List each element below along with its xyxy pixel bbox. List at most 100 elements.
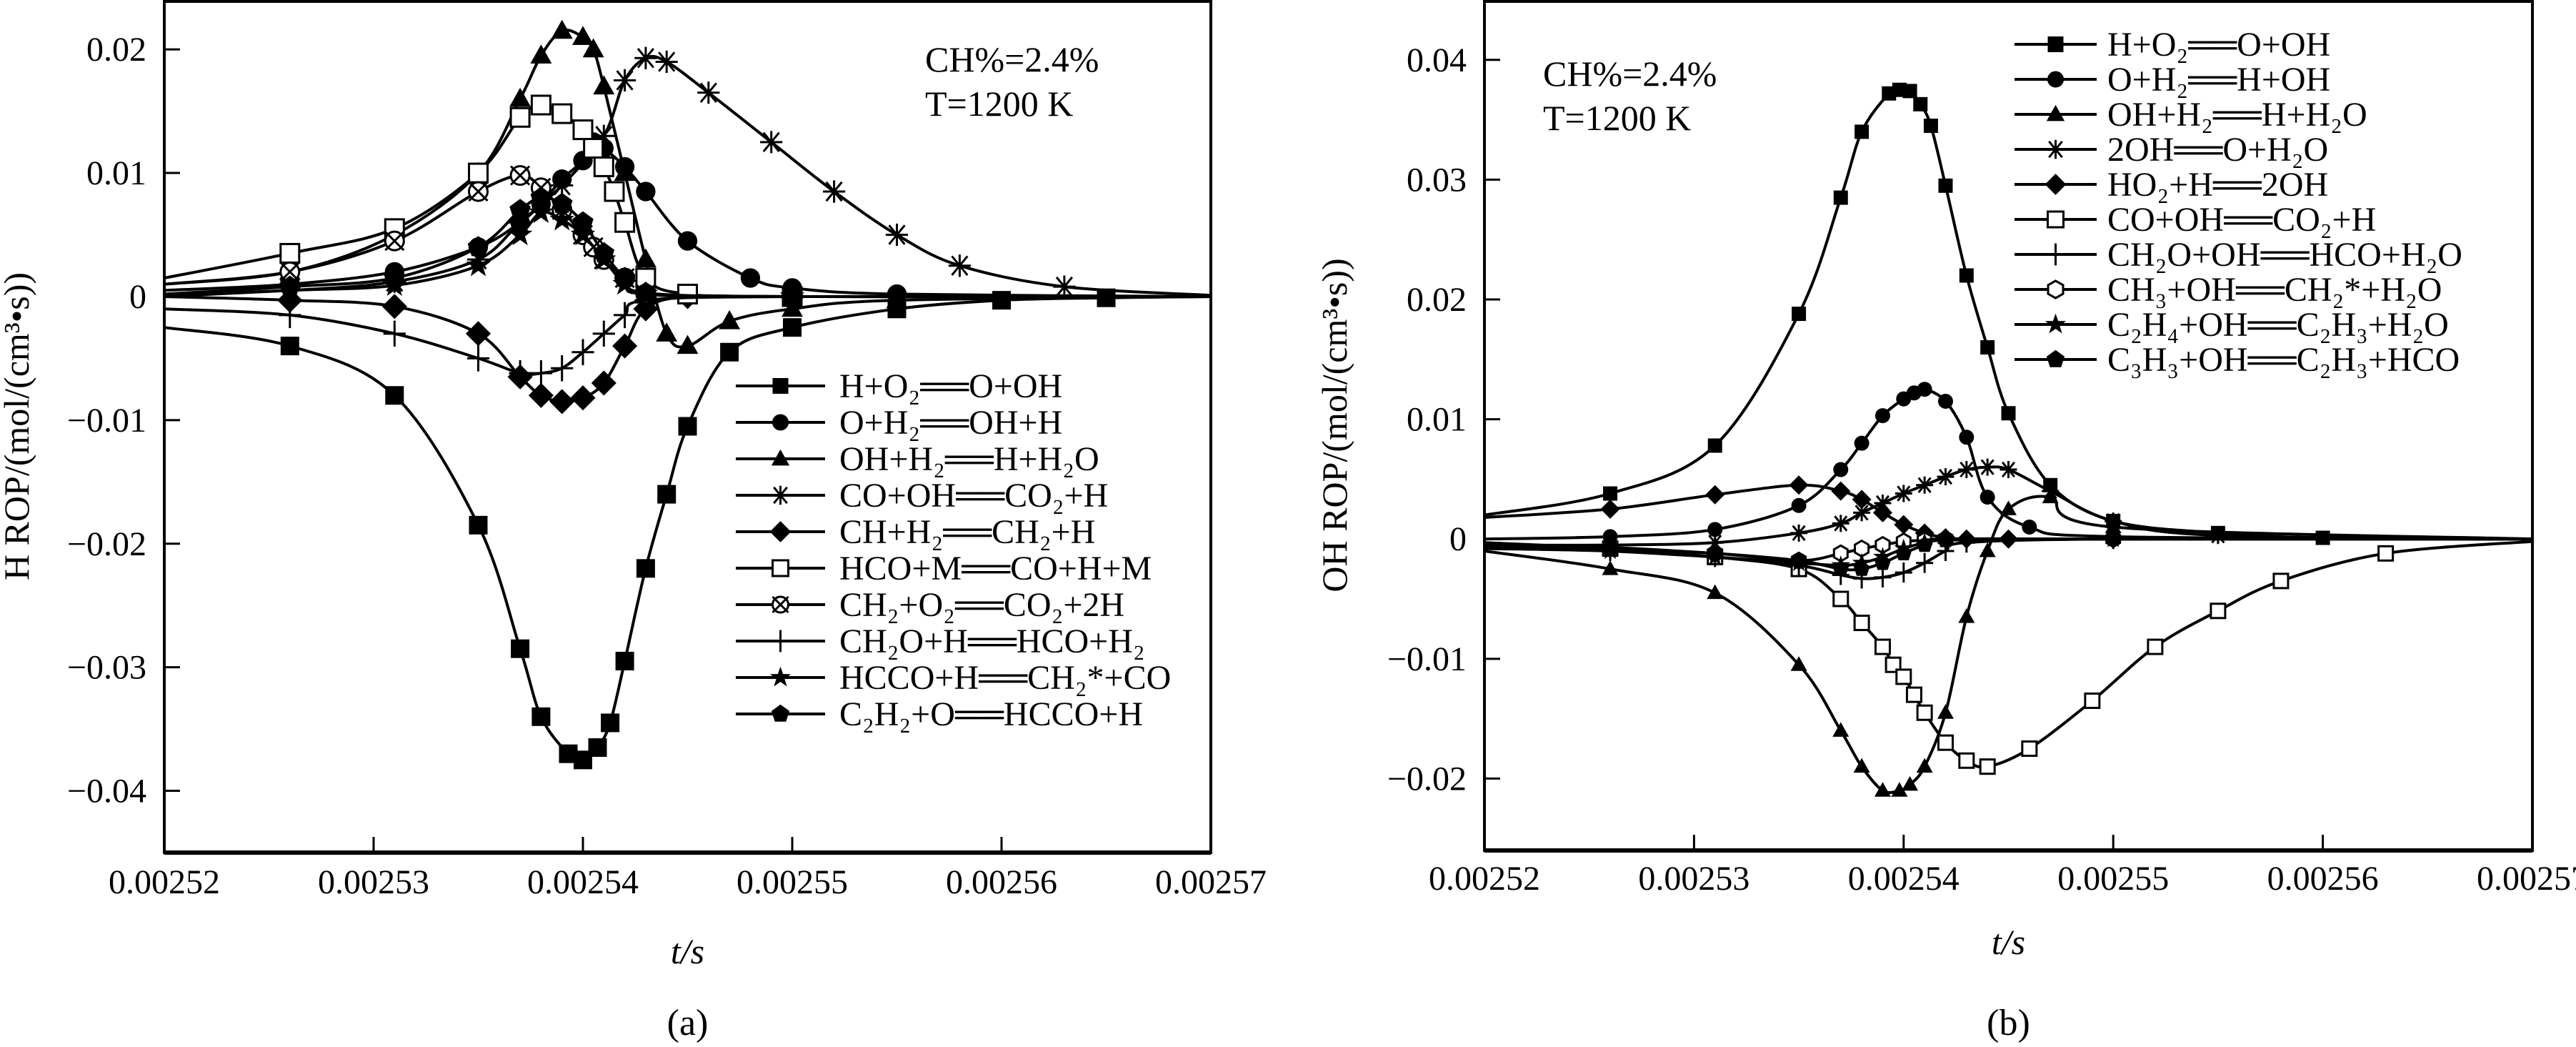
data-point bbox=[466, 345, 490, 372]
marker-circle bbox=[677, 231, 698, 251]
data-point bbox=[1959, 268, 1974, 283]
marker-star bbox=[549, 207, 574, 231]
marker-square bbox=[280, 337, 299, 356]
data-point bbox=[279, 302, 301, 329]
data-point bbox=[2021, 740, 2038, 758]
marker-asterisk bbox=[823, 180, 846, 203]
data-point bbox=[1980, 490, 1995, 505]
data-point bbox=[468, 162, 489, 184]
marker-square-open bbox=[1979, 758, 1996, 775]
data-point bbox=[1874, 638, 1891, 655]
marker-plus bbox=[1894, 562, 1912, 583]
x-tick-label: 0.00253 bbox=[318, 863, 429, 901]
marker-asterisk bbox=[760, 131, 783, 154]
data-point bbox=[2210, 602, 2227, 620]
marker-triangle bbox=[593, 75, 615, 95]
marker-pentagon bbox=[530, 187, 552, 207]
marker-square-open bbox=[468, 162, 489, 184]
marker-square-open bbox=[2021, 740, 2038, 758]
legend-marker bbox=[2047, 210, 2065, 229]
marker-triangle bbox=[1891, 782, 1908, 797]
data-point bbox=[551, 355, 574, 382]
data-point bbox=[2105, 512, 2122, 530]
marker-triangle bbox=[1916, 758, 1933, 773]
data-point bbox=[656, 322, 678, 342]
marker-square-open bbox=[1937, 734, 1954, 751]
data-point bbox=[1894, 562, 1912, 583]
series-6 bbox=[1484, 540, 2533, 775]
marker-triangle bbox=[530, 44, 552, 64]
data-point bbox=[1602, 539, 1619, 555]
legend-item: CH₂O+H══HCO+H₂ bbox=[736, 622, 1145, 660]
marker-plus bbox=[551, 355, 574, 382]
data-point bbox=[1832, 515, 1849, 532]
legend-label: H+O₂══O+OH bbox=[2107, 26, 2330, 64]
y-tick-label: −0.02 bbox=[1387, 760, 1467, 798]
marker-square-open bbox=[1832, 590, 1849, 607]
marker-diamond bbox=[1831, 481, 1851, 501]
data-point bbox=[1874, 554, 1891, 570]
legend: H+O₂══O+OHO+H₂══H+OHOH+H₂══H+H₂O2OH══O+H… bbox=[2007, 23, 2529, 387]
legend-marker bbox=[2047, 36, 2064, 52]
marker-triangle bbox=[2000, 500, 2017, 515]
y-tick-label: 0.04 bbox=[1407, 41, 1467, 79]
marker-diamond bbox=[528, 382, 554, 408]
marker-plus bbox=[1957, 532, 1975, 553]
marker-asterisk bbox=[697, 81, 720, 104]
marker-square-open bbox=[583, 137, 604, 159]
marker-x bbox=[279, 262, 300, 282]
marker-diamond bbox=[612, 333, 638, 359]
data-point bbox=[279, 242, 301, 264]
legend-item: O+H₂══OH+H bbox=[736, 404, 1062, 442]
legend-background bbox=[2007, 23, 2529, 387]
marker-square-open bbox=[614, 212, 636, 233]
data-point bbox=[1853, 615, 1870, 632]
marker-asterisk bbox=[885, 223, 909, 247]
x-axis-label: t/s bbox=[671, 931, 704, 971]
data-point bbox=[1895, 668, 1912, 685]
legend-marker bbox=[2047, 71, 2065, 88]
legend-item: O+H₂══H+OH bbox=[2015, 61, 2330, 99]
marker-plus bbox=[1916, 552, 1934, 573]
data-point bbox=[1891, 782, 1908, 797]
data-point bbox=[1979, 542, 1996, 557]
marker-pentagon bbox=[1916, 536, 1933, 552]
marker-hexagon bbox=[2047, 279, 2065, 299]
condition-annotation: CH%=2.4% bbox=[1543, 54, 1717, 94]
data-point bbox=[384, 230, 405, 252]
marker-diamond bbox=[465, 321, 491, 347]
marker-star bbox=[2045, 313, 2067, 334]
marker-circle bbox=[1833, 462, 1849, 477]
marker-circle bbox=[2022, 519, 2037, 535]
x-axis-label: t/s bbox=[1992, 922, 2025, 962]
data-point bbox=[604, 181, 625, 202]
data-point bbox=[2000, 500, 2017, 515]
data-point bbox=[1833, 190, 1848, 205]
marker-triangle bbox=[1902, 775, 1919, 791]
data-point bbox=[583, 137, 604, 159]
legend-label: CO+OH══CO₂+H bbox=[839, 477, 1108, 515]
data-point bbox=[719, 309, 741, 329]
marker-square bbox=[1980, 340, 1995, 355]
data-point bbox=[468, 181, 489, 202]
marker-square bbox=[1938, 178, 1953, 193]
marker-pentagon bbox=[1853, 560, 1870, 576]
marker-square-open bbox=[1874, 638, 1891, 655]
marker-asterisk bbox=[1937, 468, 1955, 486]
marker-pentagon bbox=[2105, 530, 2122, 546]
data-point bbox=[1937, 704, 1954, 719]
marker-triangle bbox=[1958, 608, 1975, 623]
data-point bbox=[885, 223, 909, 247]
x-tick-label: 0.00254 bbox=[1848, 860, 1960, 898]
marker-asterisk bbox=[551, 174, 574, 197]
marker-triangle bbox=[1707, 584, 1724, 600]
y-tick-label: −0.04 bbox=[67, 773, 146, 810]
legend-label: HCO+M══CO+H+M bbox=[839, 550, 1152, 587]
x-tick-label: 0.00252 bbox=[109, 863, 220, 901]
marker-pentagon bbox=[635, 282, 657, 302]
data-point bbox=[634, 46, 657, 69]
legend-label: HO₂+H══2OH bbox=[2107, 166, 2328, 204]
data-point bbox=[1602, 560, 1619, 575]
marker-plus bbox=[592, 320, 615, 347]
legend-marker bbox=[2045, 174, 2067, 195]
